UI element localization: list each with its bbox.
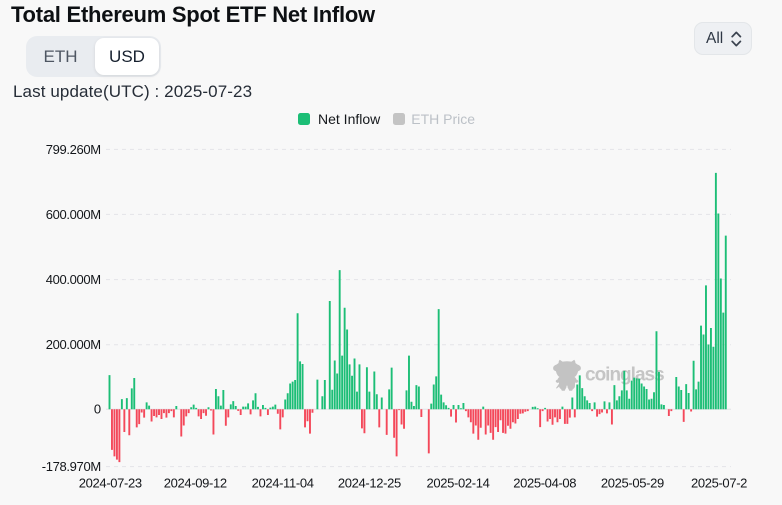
svg-text:2025-07-2: 2025-07-2 — [691, 475, 747, 490]
svg-text:0: 0 — [94, 402, 101, 417]
svg-text:2025-02-14: 2025-02-14 — [427, 475, 490, 490]
svg-text:200.000M: 200.000M — [46, 337, 101, 352]
svg-text:2025-05-29: 2025-05-29 — [601, 475, 664, 490]
svg-text:2024-07-23: 2024-07-23 — [79, 475, 142, 490]
svg-text:400.000M: 400.000M — [46, 272, 101, 287]
svg-text:2024-09-12: 2024-09-12 — [164, 475, 227, 490]
svg-text:600.000M: 600.000M — [46, 207, 101, 222]
svg-text:-178.970M: -178.970M — [42, 459, 101, 474]
svg-text:2024-11-04: 2024-11-04 — [252, 475, 314, 490]
svg-text:2025-04-08: 2025-04-08 — [513, 475, 576, 490]
svg-text:2024-12-25: 2024-12-25 — [338, 475, 401, 490]
svg-text:799.260M: 799.260M — [46, 142, 101, 157]
